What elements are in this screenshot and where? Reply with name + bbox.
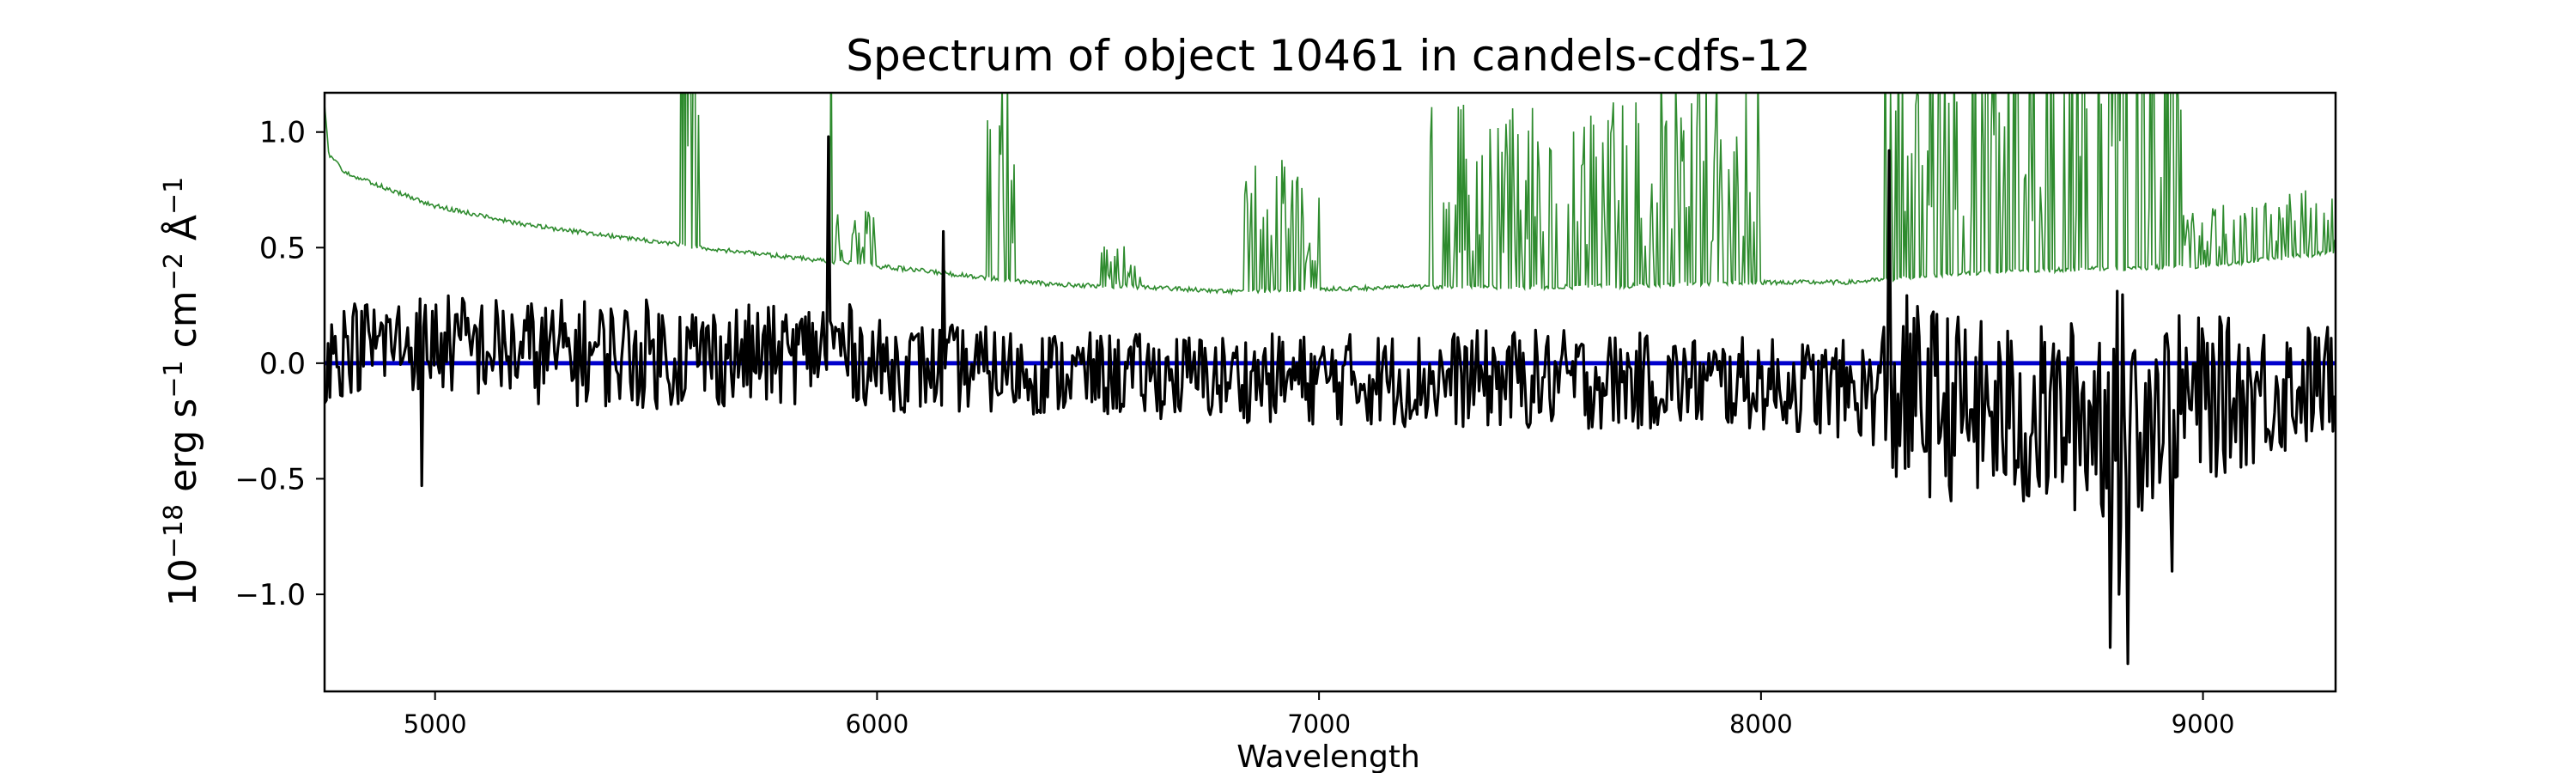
- x-tick-label: 6000: [846, 709, 909, 739]
- chart-title: Spectrum of object 10461 in candels-cdfs…: [846, 31, 1811, 81]
- plot-area: [325, 93, 2336, 666]
- x-tick-label: 7000: [1287, 709, 1351, 739]
- y-tick-label: 0.0: [259, 347, 306, 381]
- x-tick-label: 5000: [404, 709, 467, 739]
- x-tick-label: 9000: [2172, 709, 2235, 739]
- y-tick-label: 1.0: [259, 116, 306, 150]
- y-axis: 1.0 0.5 0.0 −0.5 −1.0: [234, 116, 325, 612]
- y-tick-label: −0.5: [234, 462, 306, 496]
- x-axis: 5000 6000 7000 8000 9000: [404, 691, 2235, 739]
- plot-frame: [323, 91, 2337, 693]
- y-tick-label: 0.5: [259, 231, 306, 265]
- y-tick-label: −1.0: [234, 578, 306, 612]
- x-axis-label: Wavelength: [1236, 740, 1420, 773]
- flux-line: [325, 135, 2336, 666]
- y-axis-label: 10−18 erg s−1 cm−2 Å−1: [159, 177, 205, 606]
- x-tick-label: 8000: [1729, 709, 1793, 739]
- error-spectrum-line: [325, 93, 2336, 296]
